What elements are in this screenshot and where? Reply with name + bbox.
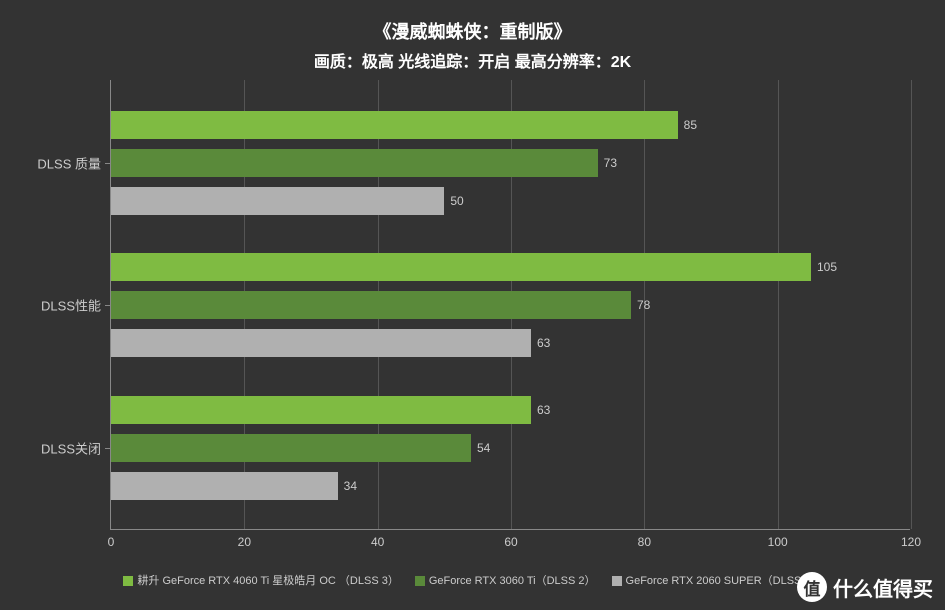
legend-label: 耕升 GeForce RTX 4060 Ti 星极皓月 OC （DLSS 3）: [137, 575, 398, 587]
x-axis-label: 100: [768, 535, 788, 549]
bar-value-label: 34: [344, 479, 357, 493]
bar: 50: [111, 187, 444, 215]
x-axis-label: 60: [504, 535, 517, 549]
bar: 73: [111, 149, 598, 177]
bar-value-label: 63: [537, 403, 550, 417]
bar-value-label: 73: [604, 156, 617, 170]
legend-swatch: [612, 576, 622, 586]
bar: 63: [111, 396, 531, 424]
legend-item: GeForce RTX 3060 Ti（DLSS 2）: [415, 572, 596, 588]
legend-label: GeForce RTX 2060 SUPER（DLSS 2）: [626, 575, 822, 587]
x-axis-label: 120: [901, 535, 921, 549]
x-axis-label: 80: [638, 535, 651, 549]
category-label: DLSS 质量: [31, 153, 101, 172]
bar: 34: [111, 472, 338, 500]
bar-group: DLSS关闭635434: [111, 388, 910, 508]
legend-item: GeForce RTX 2060 SUPER（DLSS 2）: [612, 572, 822, 588]
bar-group: DLSS 质量857350: [111, 103, 910, 223]
legend-swatch: [415, 576, 425, 586]
gridline: [911, 80, 912, 529]
bar-value-label: 50: [450, 194, 463, 208]
bar-value-label: 63: [537, 336, 550, 350]
bar: 105: [111, 253, 811, 281]
bar-group: DLSS性能1057863: [111, 245, 910, 365]
bar: 63: [111, 329, 531, 357]
x-axis-label: 0: [108, 535, 115, 549]
bar-value-label: 105: [817, 260, 837, 274]
bar-value-label: 54: [477, 441, 490, 455]
bar: 54: [111, 434, 471, 462]
bar: 78: [111, 291, 631, 319]
legend-item: 耕升 GeForce RTX 4060 Ti 星极皓月 OC （DLSS 3）: [123, 572, 398, 588]
watermark-badge: 值: [797, 572, 827, 602]
chart-subtitle: 画质：极高 光线追踪：开启 最高分辨率：2K: [0, 48, 945, 72]
x-axis-label: 20: [238, 535, 251, 549]
watermark-text: 什么值得买: [833, 573, 933, 602]
bar-value-label: 85: [684, 118, 697, 132]
chart-title: 《漫威蜘蛛侠：重制版》: [0, 18, 945, 44]
x-axis-label: 40: [371, 535, 384, 549]
chart-plot-area: 020406080100120DLSS 质量857350DLSS性能105786…: [110, 80, 910, 530]
watermark: 值 什么值得买: [797, 572, 933, 602]
legend-label: GeForce RTX 3060 Ti（DLSS 2）: [429, 575, 596, 587]
bar: 85: [111, 111, 678, 139]
legend-swatch: [123, 576, 133, 586]
category-label: DLSS性能: [31, 296, 101, 315]
category-label: DLSS关闭: [31, 438, 101, 457]
bar-value-label: 78: [637, 298, 650, 312]
chart-title-block: 《漫威蜘蛛侠：重制版》 画质：极高 光线追踪：开启 最高分辨率：2K: [0, 0, 945, 72]
